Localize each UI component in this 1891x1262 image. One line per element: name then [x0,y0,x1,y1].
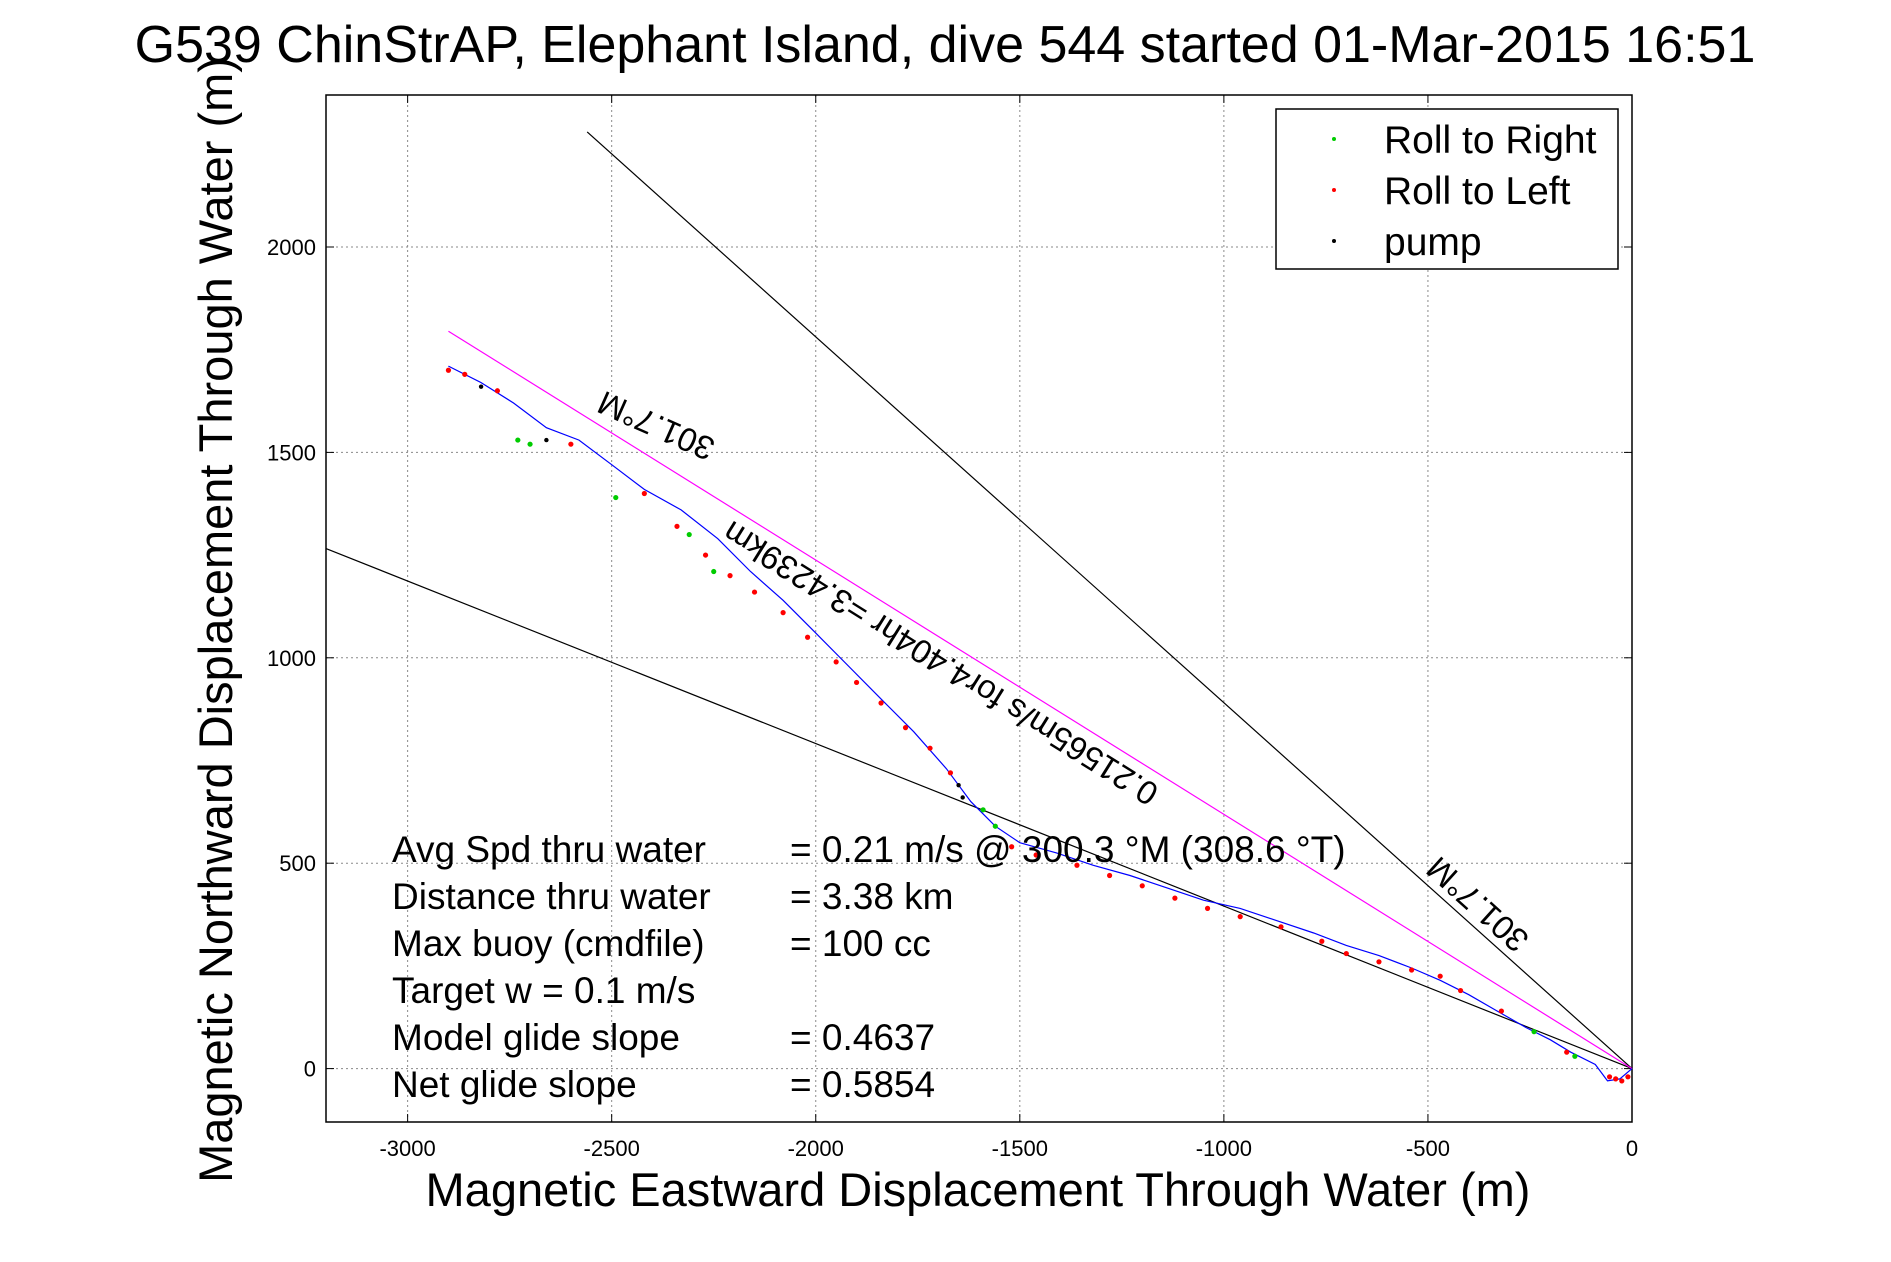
pump-point [960,795,965,800]
roll-right-point [1572,1053,1578,1059]
roll-left-point [947,770,954,776]
roll-left-point [1606,1074,1613,1080]
roll-left-point [1376,959,1382,965]
roll-left-point [833,659,839,665]
roll-left-point [462,371,468,377]
reference-line-1 [325,547,1633,1070]
roll-left-point [1498,1008,1504,1014]
roll-left-point [1457,987,1464,994]
reference-line-3 [448,330,1633,1070]
roll-left-point [902,725,909,731]
roll-right-point [992,823,998,829]
y-tick-label: 1000 [267,646,316,671]
roll-left-point [1619,1078,1625,1084]
roll-left-point [445,367,452,373]
x-tick-label: -1000 [1196,1136,1252,1161]
track-line [448,365,1633,1082]
roll-left-point [1278,924,1284,930]
roll-left-point [702,552,709,558]
roll-left-point [1613,1076,1619,1082]
roll-left-point [878,700,884,706]
legend-label-pump: pump [1384,221,1482,264]
reference-line-2 [586,131,1633,1070]
roll-right-point [711,568,717,575]
stat-label: Model glide slope [392,1017,680,1058]
legend-marker-pump [1332,239,1336,243]
roll-left-point [1204,905,1211,911]
roll-left-point [1625,1074,1631,1080]
stat-value: = 0.5854 [790,1064,935,1105]
x-tick-label: 0 [1626,1136,1638,1161]
plot-frame [325,94,1633,1123]
stat-label: Avg Spd thru water [392,829,706,870]
x-axis-label: Magnetic Eastward Displacement Through W… [426,1163,1531,1216]
roll-left-point [1564,1049,1570,1055]
roll-left-point [727,573,733,579]
roll-left-point [1074,862,1080,868]
roll-left-point [1319,938,1325,944]
y-tick-labels: 0 500 1000 1500 2000 [267,235,316,1082]
y-axis-label: Magnetic Northward Displacement Through … [189,57,242,1183]
stat-label: Max buoy (cmdfile) [392,923,705,964]
roll-left-point [1107,872,1113,879]
roll-right-point [527,441,533,447]
y-tick-label: 0 [304,1057,316,1082]
roll-left-point [1237,914,1243,920]
chart-title: G539 ChinStrAP, Elephant Island, dive 54… [135,16,1756,74]
roll-left-point [751,589,758,595]
roll-left-point [674,523,680,529]
roll-right-point [980,807,986,813]
roll-left-point [1343,950,1349,957]
legend-marker-roll-left [1332,188,1336,192]
x-tick-label: -2500 [584,1136,640,1161]
pump-point [544,437,549,443]
y-tick-label: 2000 [267,235,316,260]
roll-left-point [494,388,501,394]
stat-value: = 0.4637 [790,1017,935,1058]
x-tick-label: -3000 [379,1136,435,1161]
roll-left-point [641,490,647,497]
x-tick-label: -500 [1406,1136,1450,1161]
y-tick-label: 500 [279,851,316,876]
roll-left-point [853,679,860,686]
roll-left-point [1409,967,1415,973]
stat-value: = 0.21 m/s @ 300.3 °M (308.6 °T) [790,829,1346,870]
roll-right-point [613,494,619,501]
roll-left-point [568,441,574,447]
reference-lines [325,131,1633,1070]
y-tick-label: 1500 [267,440,316,465]
x-tick-label: -1500 [992,1136,1048,1161]
legend-label-roll-left: Roll to Left [1384,170,1571,213]
stat-label: Target w = 0.1 m/s [392,970,695,1011]
pump-point [956,782,961,788]
stat-value: = 100 cc [790,923,931,964]
legend-marker-roll-right [1332,137,1336,141]
roll-markers [445,367,1631,1084]
legend-label-roll-right: Roll to Right [1384,119,1597,162]
dive-track [448,365,1633,1082]
x-tick-labels: -3000 -2500 -2000 -1500 -1000 -500 0 [379,1136,1638,1161]
roll-right-point [1531,1029,1537,1035]
roll-left-point [780,610,786,616]
stat-value: = 3.38 km [790,876,954,917]
roll-left-point [804,634,811,640]
x-tick-label: -2000 [788,1136,844,1161]
stat-label: Distance thru water [392,876,711,917]
roll-left-point [927,745,933,751]
pump-point [478,384,484,389]
stats-block: Avg Spd thru water = 0.21 m/s @ 300.3 °M … [392,829,1346,1105]
stat-label: Net glide slope [392,1064,637,1105]
roll-right-point [686,531,692,538]
roll-left-point [1033,852,1039,858]
roll-left-point [1172,895,1178,901]
roll-right-point [515,437,521,443]
roll-left-point [1009,844,1015,850]
roll-left-point [1139,883,1145,889]
legend: Roll to Right Roll to Left pump [1275,108,1619,270]
roll-left-point [1437,973,1443,979]
